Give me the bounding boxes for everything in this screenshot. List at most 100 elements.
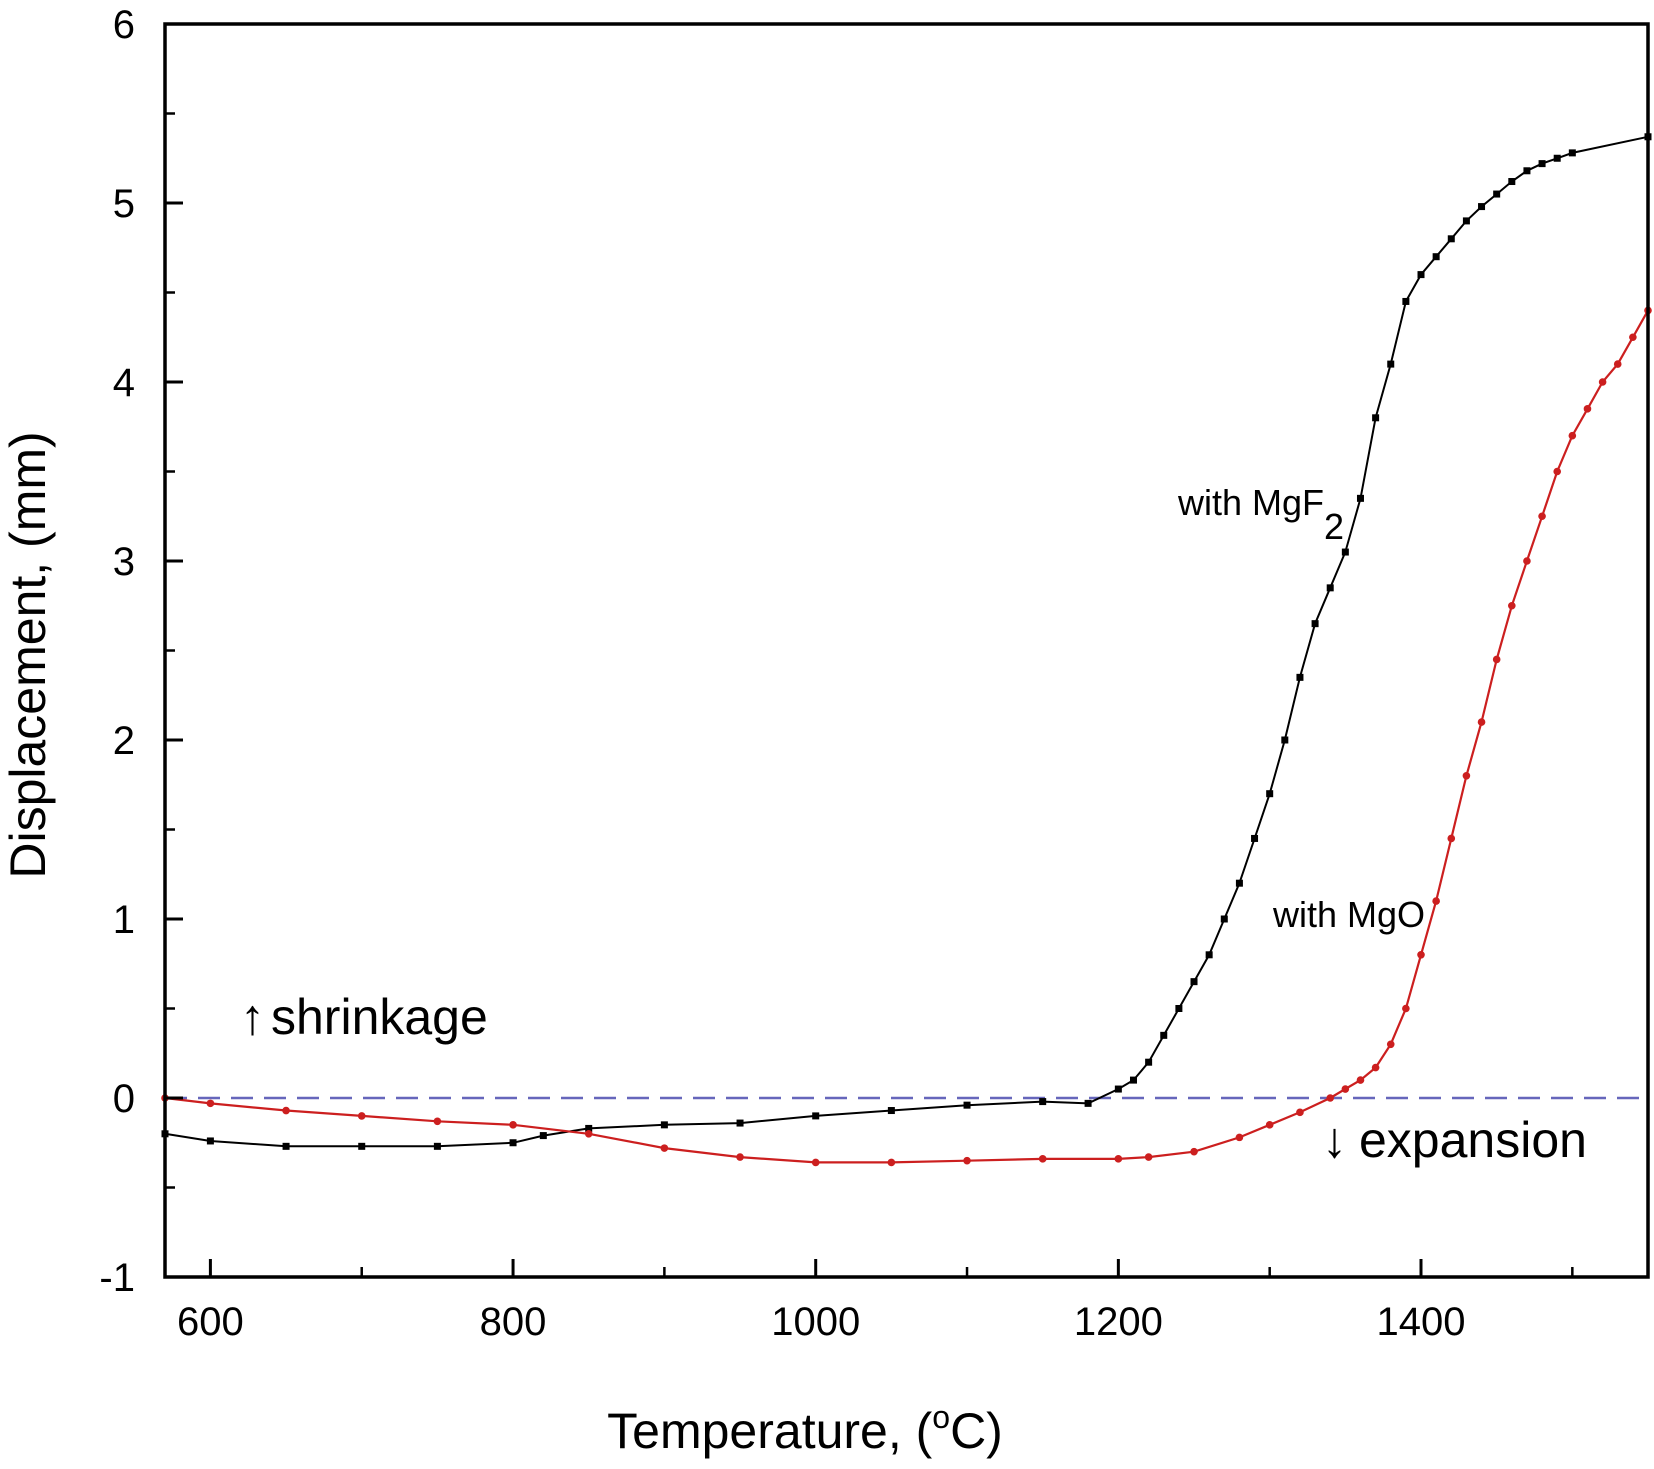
data-point-mgf2	[1508, 178, 1516, 186]
data-point-mgf2	[206, 1137, 214, 1145]
data-point-mgf2	[1432, 253, 1440, 261]
data-point-mgo	[1629, 333, 1637, 342]
mgf2-label-main: with MgF	[1177, 482, 1324, 523]
data-point-mgo	[1341, 1085, 1350, 1093]
data-point-mgo	[1235, 1133, 1244, 1142]
data-point-mgf2	[1175, 1005, 1183, 1012]
data-point-mgf2	[433, 1142, 441, 1150]
data-point-mgf2	[1129, 1076, 1137, 1084]
data-point-mgo	[1538, 512, 1546, 521]
data-point-mgf2	[1205, 951, 1213, 959]
x-tick-label: 600	[177, 1300, 244, 1344]
mgf2-series-label: with MgF2	[1177, 482, 1344, 547]
data-point-mgf2	[1568, 149, 1576, 157]
x-axis-title-main: Temperature, (	[607, 1403, 932, 1459]
data-point-mgf2	[282, 1142, 290, 1150]
data-point-mgo	[1598, 378, 1607, 386]
data-point-mgf2	[963, 1101, 971, 1109]
data-point-mgf2	[1114, 1085, 1122, 1093]
data-point-mgo	[1462, 772, 1471, 780]
data-point-mgf2	[1190, 978, 1198, 986]
data-point-mgo	[433, 1117, 442, 1126]
axes-layer: 600 800 1000 1200 1400 -1 0 1 2 3 4 5 6	[99, 3, 1650, 1344]
data-point-mgf2	[1281, 736, 1289, 744]
y-tick-label: 6	[113, 3, 135, 47]
expansion-text: expansion	[1359, 1112, 1587, 1168]
data-point-mgf2	[1145, 1058, 1153, 1066]
data-point-mgo	[1038, 1155, 1047, 1163]
data-point-mgo	[1523, 557, 1531, 565]
data-point-mgo	[206, 1099, 215, 1108]
data-point-mgf2	[660, 1121, 668, 1129]
y-tick-label: 4	[113, 361, 135, 405]
data-point-mgo	[963, 1156, 971, 1165]
data-point-mgo	[1386, 1040, 1395, 1049]
data-point-mgo	[1508, 601, 1516, 610]
x-tick-label: 1000	[771, 1300, 860, 1344]
data-point-mgo	[1190, 1147, 1198, 1156]
data-point-mgo	[509, 1121, 517, 1129]
x-tick-label: 800	[480, 1300, 547, 1344]
y-tick-label: -1	[99, 1256, 135, 1300]
data-point-mgf2	[585, 1124, 593, 1132]
data-point-mgf2	[1296, 673, 1304, 681]
data-point-mgo	[1477, 718, 1486, 726]
data-point-mgf2	[358, 1142, 366, 1150]
data-point-mgo	[1371, 1063, 1380, 1072]
data-point-mgf2	[1084, 1099, 1092, 1107]
shrinkage-text: shrinkage	[271, 989, 488, 1045]
y-tick-label: 5	[113, 182, 135, 226]
data-point-mgo	[1326, 1094, 1335, 1102]
data-point-mgf2	[1326, 584, 1334, 592]
expansion-annotation: ↓ expansion	[1322, 1112, 1587, 1168]
y-tick-label: 2	[113, 719, 135, 763]
data-point-mgo	[357, 1112, 366, 1120]
expansion-arrow: ↓	[1322, 1112, 1347, 1168]
data-point-mgo	[887, 1158, 896, 1167]
data-point-mgf2	[1402, 297, 1410, 305]
data-point-mgf2	[1538, 160, 1546, 168]
data-point-mgf2	[1387, 360, 1395, 368]
data-point-mgo	[736, 1153, 744, 1161]
y-axis-title: Displacement, (mm)	[0, 431, 56, 878]
data-point-mgf2	[1523, 167, 1531, 175]
y-tick-label: 1	[113, 898, 135, 942]
data-point-mgo	[1447, 834, 1456, 843]
y-tick-label: 0	[113, 1077, 135, 1121]
data-point-mgo	[1553, 467, 1562, 476]
x-tick-label: 1400	[1377, 1300, 1466, 1344]
data-point-mgf2	[1235, 879, 1243, 887]
series-layer	[161, 133, 1652, 1167]
data-point-mgf2	[1039, 1098, 1047, 1106]
mgo-series-label: with MgO	[1272, 894, 1425, 935]
data-point-mgf2	[1417, 271, 1425, 279]
data-point-mgo	[1417, 951, 1425, 959]
data-point-mgo	[1296, 1108, 1304, 1117]
shrinkage-annotation: ↑ shrinkage	[240, 989, 488, 1045]
data-point-mgo	[282, 1106, 290, 1115]
data-point-mgo	[584, 1130, 593, 1138]
data-point-mgf2	[1478, 203, 1486, 211]
data-point-mgo	[1613, 360, 1622, 368]
data-point-mgo	[1583, 405, 1592, 413]
data-point-mgf2	[1220, 915, 1228, 923]
plot-frame	[163, 22, 1650, 1279]
data-point-mgo	[811, 1158, 820, 1167]
x-axis-title-end: C)	[950, 1403, 1003, 1459]
data-point-mgf2	[1160, 1031, 1168, 1039]
data-point-mgf2	[1311, 620, 1319, 628]
data-point-mgf2	[1462, 217, 1470, 225]
x-tick-label: 1200	[1074, 1300, 1163, 1344]
y-tick-label: 3	[113, 540, 135, 584]
data-point-mgf2	[736, 1119, 744, 1127]
data-point-mgo	[660, 1144, 669, 1152]
data-point-mgf2	[1251, 834, 1259, 842]
mgf2-label-subscript: 2	[1324, 506, 1344, 547]
data-point-mgo	[1432, 897, 1440, 905]
x-axis-title-superscript: o	[932, 1399, 950, 1435]
data-point-mgo	[1402, 1004, 1410, 1013]
data-point-mgf2	[887, 1107, 895, 1115]
data-point-mgf2	[1372, 414, 1380, 422]
x-axis-title: Temperature, (oC)	[607, 1399, 1003, 1459]
data-point-mgf2	[812, 1112, 820, 1120]
